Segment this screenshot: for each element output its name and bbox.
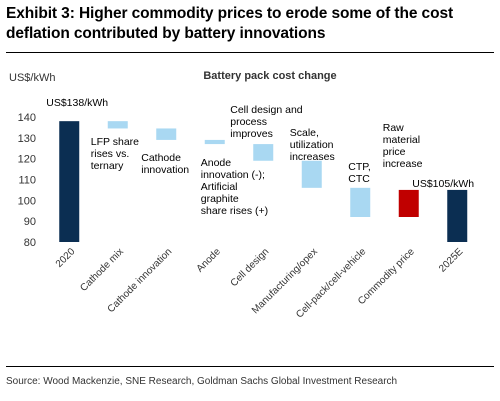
bar-2020 (59, 121, 80, 242)
annotation-line: rises vs. (91, 148, 130, 160)
bar-annotation: Scale, utilization increases (290, 127, 335, 163)
annotation-line: Raw (383, 122, 404, 134)
bar-anode (204, 139, 225, 145)
annotation-line: Artificial (201, 181, 238, 193)
exhibit-title: Exhibit 3: Higher commodity prices to er… (6, 5, 454, 42)
annotation-line: CTP, (348, 161, 371, 173)
bar-cathode-mix (107, 121, 128, 129)
bar-cell-design (253, 144, 274, 161)
y-tick-label: 80 (24, 237, 36, 249)
annotation-line: LFP share (91, 136, 139, 148)
annotation-line: Anode (201, 157, 232, 169)
bar-annotation: US$138/kWh (46, 97, 108, 109)
annotation-line: Cathode (141, 152, 181, 164)
chart-title: Battery pack cost change (203, 70, 337, 82)
annotation-line: increases (290, 151, 335, 163)
annotation-line: process (230, 116, 267, 128)
bar-annotation: CTP, CTC (348, 161, 371, 185)
x-tick-label: Anode (195, 246, 224, 275)
bar-cathode-innovation (156, 128, 177, 140)
bar-manufacturing-opex (301, 160, 322, 188)
annotation-line: share rises (+) (201, 205, 268, 217)
bar-annotation: LFP share rises vs. ternary (91, 136, 139, 172)
annotation-line: Scale, (290, 127, 319, 139)
annotation-line: graphite (201, 193, 239, 205)
annotation-line: US$138/kWh (46, 97, 108, 109)
annotation-line: material (383, 134, 420, 146)
annotation-line: innovation (141, 164, 189, 176)
y-tick-label: 130 (18, 133, 36, 145)
bar-annotation: Anode innovation (-); Artificial graphite sh… (201, 157, 268, 217)
annotation-line: US$105/kWh (412, 178, 474, 190)
y-tick-label: 140 (18, 112, 36, 124)
annotation-line: ternary (91, 160, 124, 172)
bar-annotation: Cell design and process improves (230, 104, 303, 140)
bar-2025e (447, 189, 468, 242)
y-tick-label: 120 (18, 154, 36, 166)
x-tick-label: 2025E (437, 246, 465, 274)
source-note: Source: Wood Mackenzie, SNE Research, Go… (6, 376, 398, 387)
annotation-line: increase (383, 158, 423, 170)
bar-cell-pack-cell-vehicle (350, 187, 371, 217)
y-axis-unit-label: US$/kWh (9, 72, 56, 84)
bar-annotation: Raw material price increase (383, 122, 423, 170)
title-divider (6, 52, 494, 53)
x-tick-label: Cell design (229, 246, 272, 289)
source-divider (6, 366, 494, 367)
annotation-line: Cell design and (230, 104, 303, 116)
y-tick-label: 110 (18, 175, 36, 187)
x-tick-label: Cathode mix (78, 246, 125, 293)
annotation-line: utilization (290, 139, 334, 151)
x-tick-label: 2020 (54, 246, 78, 270)
y-tick-label: 100 (18, 195, 36, 207)
annotation-line: innovation (-); (201, 169, 265, 181)
y-tick-label: 90 (24, 216, 36, 228)
y-axis-ticks: 80 90 100 110 120 130 140 (18, 112, 36, 249)
annotation-line: improves (230, 128, 273, 140)
bar-annotation: US$105/kWh (412, 178, 474, 190)
chart-bars (59, 121, 468, 242)
waterfall-chart: 80 90 100 110 120 130 140 US$138/kWh LFP share r… (18, 97, 475, 321)
annotation-line: price (383, 146, 406, 158)
annotation-line: CTC (348, 173, 370, 185)
bar-annotation: Cathode innovation (141, 152, 189, 176)
bar-commodity-price (398, 189, 419, 217)
